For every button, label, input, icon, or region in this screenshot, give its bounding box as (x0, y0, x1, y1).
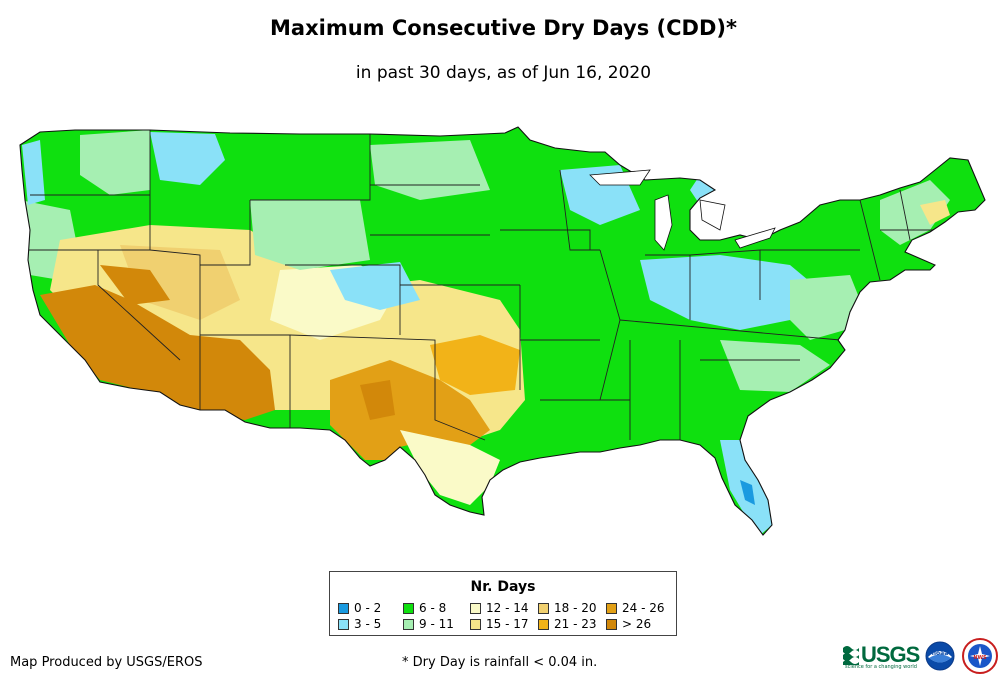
state-boundaries (20, 130, 940, 441)
zone-3-5 (150, 132, 225, 185)
legend-swatch (606, 603, 617, 614)
usgs-wave-icon (843, 646, 859, 665)
legend-swatch (606, 619, 617, 630)
zone-0-2 (740, 480, 755, 505)
noaa-logo[interactable]: noaa (925, 641, 955, 671)
legend-item-0-2: 0 - 2 (338, 602, 381, 615)
usgs-logo[interactable]: USGS science for a changing world (843, 642, 920, 672)
legend-item-gt-26: > 26 (606, 618, 651, 631)
map-title: Maximum Consecutive Dry Days (CDD)* (270, 16, 737, 40)
usgs-wordmark: USGS (861, 642, 920, 667)
legend-swatch (538, 619, 549, 630)
zone-12-14 (400, 430, 500, 505)
zone-gt-26 (100, 265, 170, 305)
legend-title: Nr. Days (470, 579, 536, 595)
legend-item-12-14: 12 - 14 (470, 602, 529, 615)
zone-9-11 (790, 275, 860, 340)
footnote: * Dry Day is rainfall < 0.04 in. (402, 655, 598, 670)
legend-swatch (470, 619, 481, 630)
lake-erie (734, 227, 776, 249)
legend-swatch (538, 603, 549, 614)
zone-15-17 (920, 200, 950, 225)
usgs-tagline: science for a changing world (845, 664, 917, 670)
svg-text:NWS: NWS (973, 655, 987, 661)
lake-huron (699, 199, 726, 231)
zone-3-5 (22, 140, 45, 205)
zone-9-11 (250, 200, 370, 270)
legend: Nr. Days 0 - 2 3 - 5 6 - 8 9 - 11 12 - 1… (329, 571, 677, 636)
zone-gt-26 (40, 285, 275, 420)
zone-3-5 (640, 255, 820, 330)
zone-3-5 (690, 175, 715, 205)
legend-item-21-23: 21 - 23 (538, 618, 597, 631)
zone-3-5 (330, 262, 420, 310)
svg-text:noaa: noaa (932, 650, 949, 657)
noaa-emblem-icon: noaa (925, 641, 955, 671)
zone-9-11 (880, 180, 950, 245)
legend-swatch (338, 603, 349, 614)
legend-item-9-11: 9 - 11 (403, 618, 454, 631)
legend-swatch (470, 603, 481, 614)
nws-emblem-icon: NWS (962, 638, 998, 674)
legend-item-15-17: 15 - 17 (470, 618, 529, 631)
lake-michigan (654, 194, 673, 251)
zone-9-11 (720, 340, 830, 392)
legend-item-6-8: 6 - 8 (403, 602, 446, 615)
lake-superior (589, 169, 651, 186)
us-outline (19, 126, 986, 536)
map-credit: Map Produced by USGS/EROS (10, 655, 203, 670)
zone-gt-26 (360, 380, 395, 420)
nws-logo[interactable]: NWS (962, 638, 998, 674)
legend-item-3-5: 3 - 5 (338, 618, 381, 631)
legend-swatch (403, 619, 414, 630)
legend-swatch (403, 603, 414, 614)
zone-21-23 (430, 335, 520, 395)
zone-9-11 (80, 130, 150, 195)
legend-item-24-26: 24 - 26 (606, 602, 665, 615)
map-subtitle: in past 30 days, as of Jun 16, 2020 (355, 63, 652, 83)
legend-item-18-20: 18 - 20 (538, 602, 597, 615)
legend-swatch (338, 619, 349, 630)
